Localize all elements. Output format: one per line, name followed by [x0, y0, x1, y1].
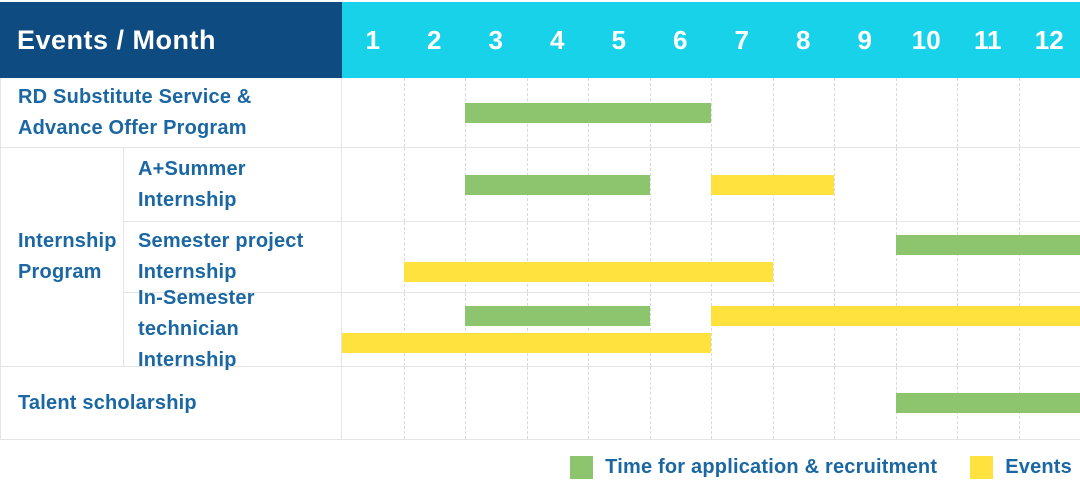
month-label: 9 — [834, 2, 896, 78]
month-label: 8 — [773, 2, 835, 78]
month-gridline — [404, 367, 405, 439]
row-label-line: A+Summer — [138, 154, 341, 185]
gantt-bar-yellow — [404, 262, 773, 282]
month-gridline — [465, 367, 466, 439]
month-gridline — [773, 293, 774, 366]
month-gridline — [896, 78, 897, 147]
month-label: 12 — [1019, 2, 1080, 78]
month-label: 2 — [404, 2, 466, 78]
month-gridline — [773, 367, 774, 439]
month-label: 5 — [588, 2, 650, 78]
month-gridline — [404, 78, 405, 147]
legend-item-application-recruitment: Time for application & recruitment — [570, 456, 937, 479]
month-gridline — [834, 293, 835, 366]
legend: Time for application & recruitment Event… — [0, 456, 1080, 479]
chart-row-talent-scholarship — [342, 367, 1080, 440]
month-gridline — [465, 293, 466, 366]
month-label: 10 — [896, 2, 958, 78]
month-gridline — [834, 367, 835, 439]
month-gridline — [1019, 148, 1020, 221]
row-label-line: Advance Offer Program — [18, 113, 341, 144]
gantt-bar-green — [896, 235, 1080, 255]
month-gridline — [896, 293, 897, 366]
gantt-bar-green — [465, 306, 650, 326]
month-label: 7 — [711, 2, 773, 78]
month-label: 6 — [650, 2, 712, 78]
month-gridline — [957, 148, 958, 221]
row-label-line: Talent scholarship — [18, 388, 341, 419]
month-gridline — [527, 293, 528, 366]
chart-row-a-plus-summer-internship — [342, 148, 1080, 222]
month-gridline — [1019, 222, 1020, 292]
sub-label-in-semester-technician-internship: In-Semester technician Internship — [124, 293, 342, 367]
month-gridline — [404, 148, 405, 221]
chart-row-rd-substitute — [342, 78, 1080, 148]
month-gridline — [650, 367, 651, 439]
gantt-bar-green — [896, 393, 1080, 413]
month-gridline — [834, 222, 835, 292]
green-swatch-icon — [570, 456, 593, 479]
yellow-swatch-icon — [970, 456, 993, 479]
month-label: 4 — [527, 2, 589, 78]
month-gridline — [957, 293, 958, 366]
chart-row-in-semester-technician-internship — [342, 293, 1080, 367]
month-gridline — [650, 293, 651, 366]
gantt-bar-yellow — [711, 175, 834, 195]
month-gridline — [711, 367, 712, 439]
group-label-line: Internship — [18, 226, 123, 257]
row-label-rd-substitute: RD Substitute Service & Advance Offer Pr… — [0, 78, 342, 148]
month-gridline — [1019, 293, 1020, 366]
month-gridline — [588, 293, 589, 366]
month-gridline — [650, 148, 651, 221]
month-gridline — [896, 222, 897, 292]
month-label: 3 — [465, 2, 527, 78]
row-label-line: Semester project — [138, 226, 341, 257]
month-gridline — [834, 148, 835, 221]
month-gridline — [773, 78, 774, 147]
chart-row-semester-project-internship — [342, 222, 1080, 293]
gantt-bar-yellow — [711, 306, 1080, 326]
month-label: 1 — [342, 2, 404, 78]
month-label: 11 — [957, 2, 1019, 78]
month-gridline — [711, 293, 712, 366]
month-gridline — [1019, 78, 1020, 147]
legend-label: Events — [1005, 456, 1072, 479]
month-gridline — [711, 78, 712, 147]
month-gridline — [773, 222, 774, 292]
sub-label-a-plus-summer-internship: A+Summer Internship — [124, 148, 342, 222]
group-label-internship-program: Internship Program — [0, 148, 124, 367]
month-gridline — [957, 222, 958, 292]
month-gridline — [834, 78, 835, 147]
row-label-line: Internship — [138, 185, 341, 216]
month-gridline — [957, 78, 958, 147]
month-gridline — [527, 367, 528, 439]
group-label-line: Program — [18, 257, 123, 288]
month-gridline — [404, 293, 405, 366]
gantt-bar-green — [465, 175, 650, 195]
legend-label: Time for application & recruitment — [605, 456, 937, 479]
row-label-line: RD Substitute Service & — [18, 82, 341, 113]
month-gridline — [896, 148, 897, 221]
legend-item-events: Events — [970, 456, 1072, 479]
gantt-bar-yellow — [342, 333, 711, 353]
events-month-header: Events / Month — [0, 2, 342, 78]
row-label-talent-scholarship: Talent scholarship — [0, 367, 342, 440]
month-gridline — [588, 367, 589, 439]
row-label-line: In-Semester — [138, 283, 341, 314]
gantt-bar-green — [465, 103, 711, 123]
